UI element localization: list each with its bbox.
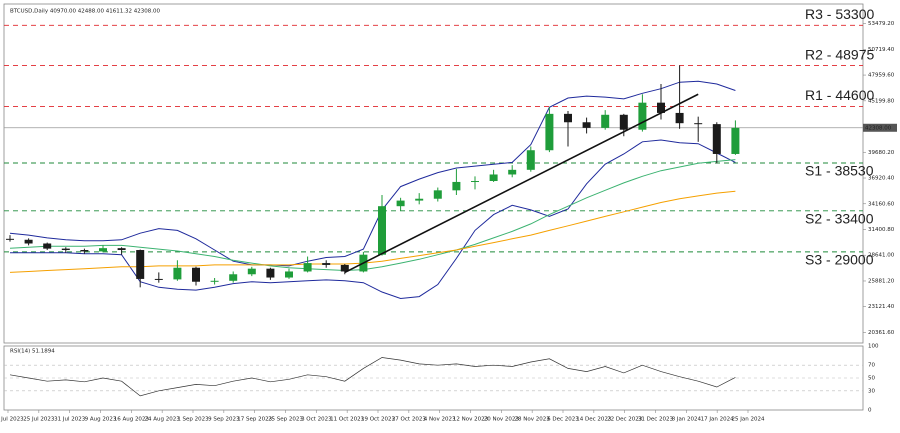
- x-tick-label: 16 Jul 2023: [0, 417, 24, 423]
- indicator-line: [10, 139, 736, 300]
- candle-body: [303, 263, 312, 272]
- x-tick-label: 4 Nov 2023: [424, 417, 456, 423]
- x-tick-label: 16 Aug 2023: [114, 417, 150, 423]
- x-tick-label: 27 Oct 2023: [392, 417, 427, 423]
- candle-body: [619, 114, 628, 130]
- chart-title: BTCUSD,Daily 40970.00 42488.00 41611.32 …: [10, 9, 161, 15]
- indicator-line: [9, 159, 736, 272]
- x-tick-label: 14 Dec 2023: [576, 417, 612, 423]
- y-tick-label: 20361.60: [868, 330, 895, 336]
- x-tick-label: 1 Sep 2023: [177, 417, 209, 423]
- candle-body: [285, 271, 293, 278]
- y-tick-label: 25881.20: [868, 278, 895, 284]
- candle-body: [489, 174, 498, 182]
- candle-body: [452, 181, 461, 191]
- candle-body: [117, 248, 126, 251]
- y-tick-label: 34160.60: [868, 201, 895, 207]
- candle-body: [61, 248, 70, 251]
- x-tick-label: 3 Oct 2023: [301, 417, 332, 423]
- x-tick-label: 11 Oct 2023: [330, 417, 365, 423]
- indicator-line: [9, 190, 736, 273]
- candle-body: [229, 274, 238, 281]
- level-label: R1 - 44600: [805, 87, 874, 103]
- y-tick-label: 31400.80: [868, 227, 895, 233]
- rsi-tick-label: 70: [868, 363, 875, 369]
- y-tick-label: 28641.00: [868, 253, 895, 259]
- candle-body: [508, 169, 517, 175]
- y-tick-label: 23121.40: [868, 304, 895, 310]
- x-tick-label: 22 Dec 2023: [607, 417, 643, 423]
- candle-body: [526, 150, 535, 170]
- level-label: S3 - 29000: [805, 252, 874, 268]
- level-label: R2 - 48975: [805, 46, 874, 62]
- x-tick-label: 6 Dec 2023: [547, 417, 579, 423]
- y-tick-label: 50719.40: [868, 47, 895, 53]
- x-tick-label: 25 Jan 2024: [732, 417, 765, 423]
- y-tick-label: 53479.20: [868, 21, 895, 27]
- x-tick-label: 9 Sep 2023: [208, 417, 240, 423]
- last-price-label: 42308.00: [865, 125, 892, 131]
- x-tick-label: 9 Aug 2023: [85, 417, 117, 423]
- candle-body: [378, 206, 386, 255]
- candle-body: [601, 114, 610, 128]
- candle-body: [80, 250, 89, 252]
- y-tick-label: 39680.20: [868, 150, 895, 156]
- candle-body: [545, 113, 554, 151]
- main-panel: [3, 3, 864, 344]
- y-tick-label: 36920.40: [868, 176, 895, 182]
- y-tick-label: 47959.60: [868, 73, 895, 79]
- candle-body: [564, 113, 572, 123]
- candle-body: [43, 243, 52, 249]
- candle-body: [154, 278, 163, 280]
- candle-body: [136, 250, 145, 279]
- candle-body: [247, 268, 256, 275]
- candle-body: [712, 124, 721, 154]
- rsi-tick-label: 50: [868, 376, 875, 382]
- x-tick-label: 17 Sep 2023: [237, 417, 272, 423]
- candle-body: [192, 267, 200, 282]
- x-tick-label: 24 Aug 2023: [145, 417, 181, 423]
- candle-body: [340, 264, 349, 272]
- candle-body: [675, 112, 684, 124]
- x-tick-label: 12 Nov 2023: [453, 417, 489, 423]
- y-tick-label: 45199.80: [868, 98, 895, 104]
- rsi-tick-label: 0: [868, 408, 872, 414]
- x-tick-label: 28 Nov 2023: [515, 417, 551, 423]
- x-tick-label: 31 Dec 2023: [638, 417, 674, 423]
- x-tick-label: 8 Jan 2024: [672, 417, 702, 423]
- rsi-tick-label: 100: [868, 344, 879, 350]
- rsi-tick-label: 30: [868, 388, 875, 394]
- candle-body: [6, 238, 14, 240]
- x-tick-label: 20 Nov 2023: [484, 417, 520, 423]
- rsi-title: RSI(14) 51.1894: [10, 349, 55, 355]
- candle-body: [471, 181, 479, 183]
- candle-body: [582, 122, 591, 128]
- x-tick-label: 25 Sep 2023: [268, 417, 303, 423]
- level-label: R3 - 53300: [805, 6, 874, 22]
- candle-body: [731, 127, 740, 154]
- candle-body: [415, 198, 424, 201]
- candle-body: [210, 280, 219, 282]
- candle-body: [433, 190, 442, 199]
- candle-body: [99, 248, 107, 252]
- candle-body: [322, 263, 331, 265]
- candle-body: [638, 102, 647, 130]
- last-price-tag: [863, 123, 897, 132]
- candle-body: [657, 102, 665, 113]
- x-tick-label: 19 Oct 2023: [361, 417, 396, 423]
- candle-body: [266, 268, 275, 278]
- candle-body: [24, 239, 33, 244]
- x-tick-label: 25 Jul 2023: [23, 417, 55, 423]
- level-label: S1 - 38530: [805, 163, 874, 179]
- x-tick-label: 17 Jan 2024: [701, 417, 734, 423]
- rsi-line: [9, 357, 736, 397]
- candle-body: [396, 200, 405, 207]
- candle-body: [694, 123, 703, 125]
- candle-body: [173, 267, 182, 280]
- x-tick-label: 31 Jul 2023: [54, 417, 86, 423]
- level-label: S2 - 33400: [805, 211, 874, 227]
- trendline: [344, 93, 699, 274]
- indicator-line: [9, 80, 736, 267]
